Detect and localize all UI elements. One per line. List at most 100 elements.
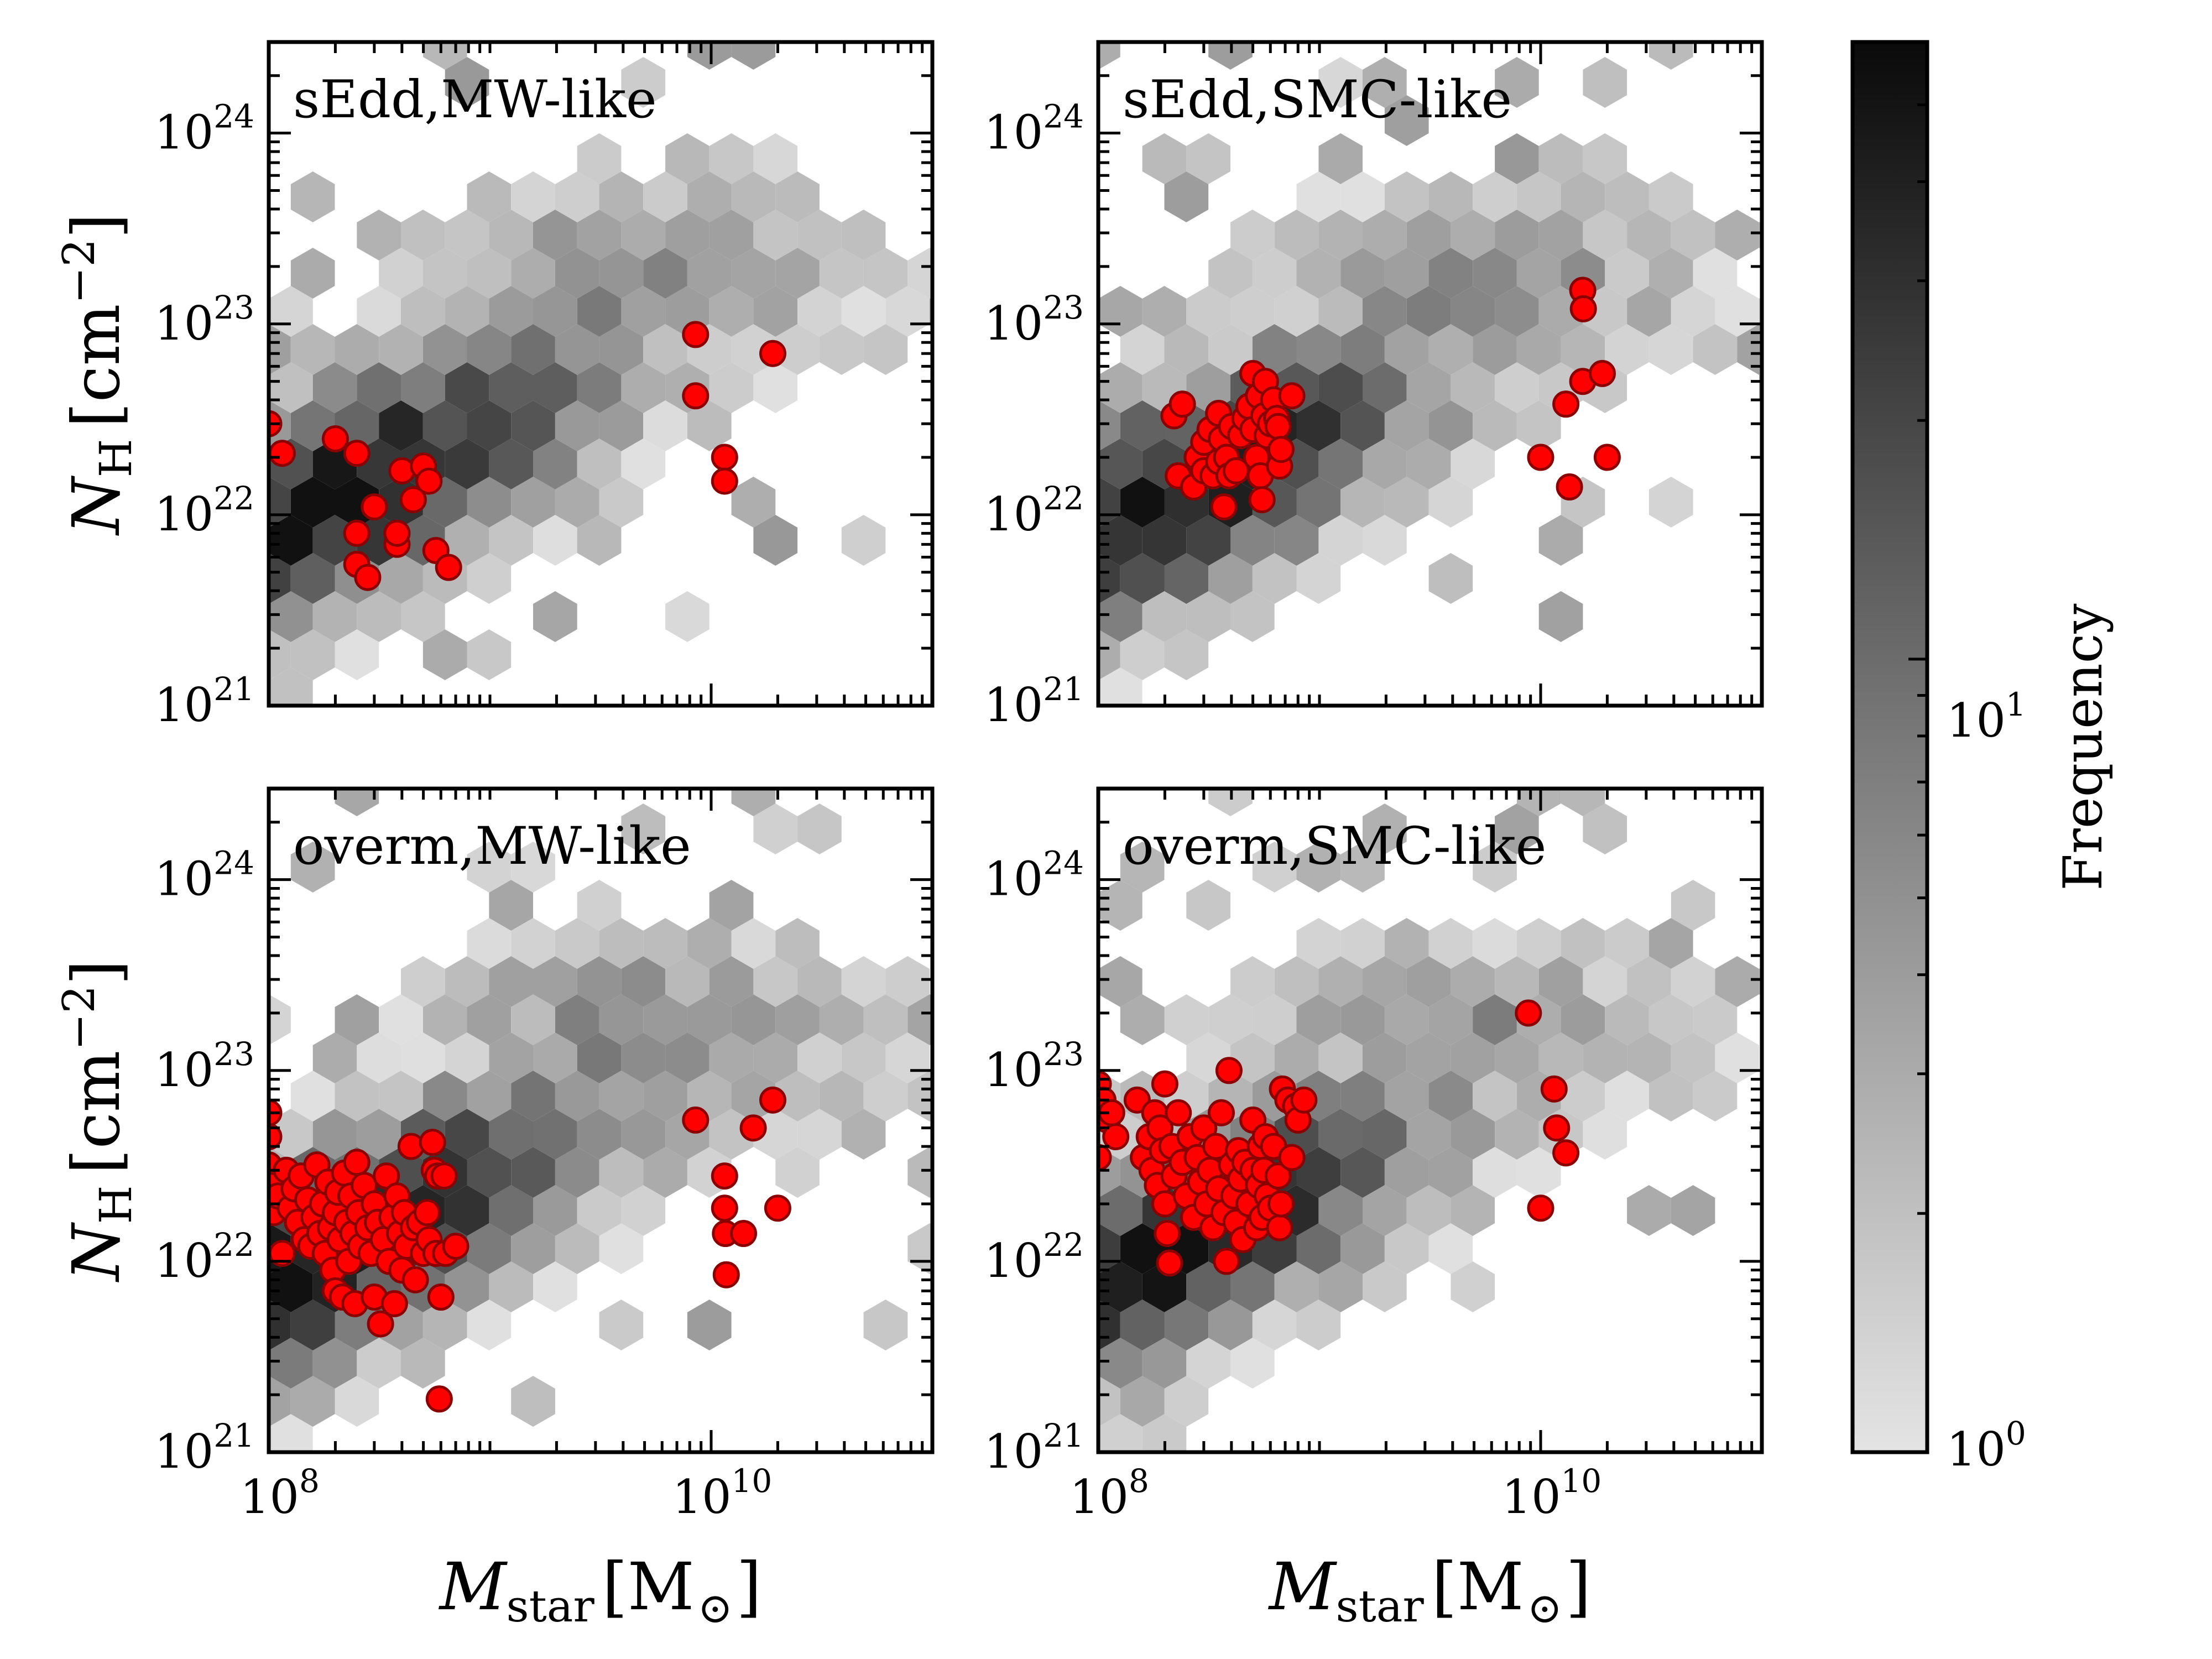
hexbin-cell <box>1671 1032 1715 1083</box>
hexbin-cell <box>1428 324 1473 375</box>
x-tick-label: 1010 <box>1502 1462 1602 1524</box>
hexbin-cell <box>775 324 820 375</box>
data-point <box>343 519 371 547</box>
data-point <box>442 1233 469 1260</box>
hexbin-cell <box>599 248 644 299</box>
hexbin-cell <box>1781 248 1825 299</box>
hexbin-cell <box>1648 994 1693 1045</box>
colorbar-tick-label-1e1: 101 <box>1947 686 2026 748</box>
hexbin-cell <box>1428 477 1473 528</box>
hexbin-cell <box>1583 1109 1627 1160</box>
data-point <box>380 1290 408 1317</box>
hexbin-cell <box>225 1109 269 1160</box>
hexbin-cell <box>1406 1109 1451 1160</box>
hexbin-cell <box>599 1300 644 1350</box>
hexbin-cell <box>841 1032 886 1083</box>
hexbin-cell <box>555 248 599 299</box>
hexbin-cell <box>357 1109 401 1160</box>
hexbin-cell <box>290 1071 335 1121</box>
hexbin-cell <box>467 1300 512 1350</box>
hexbin-cell <box>1363 1185 1407 1236</box>
hexbin-cell <box>1230 515 1275 566</box>
hexbin-cell <box>1340 171 1385 222</box>
hexbin-cell <box>445 210 489 260</box>
hexbin-cell <box>577 1109 622 1160</box>
hexbin-cell <box>1164 324 1209 375</box>
hexbin-cell <box>445 1032 489 1083</box>
data-point <box>1190 1114 1218 1142</box>
hexbin-cell <box>422 324 467 375</box>
hexbin-cell <box>1318 1032 1363 1083</box>
hexbin-cell <box>1318 210 1363 260</box>
hexbin-cell <box>1384 1147 1429 1198</box>
hexbin-cell <box>621 57 666 108</box>
hexbin-cell <box>445 286 489 337</box>
hexbin-cell <box>1098 1376 1120 1427</box>
hexbin-cell <box>1098 591 1142 642</box>
hexbin-cell <box>511 1071 555 1121</box>
y-tick-label: 1024 <box>154 844 254 906</box>
hexbin-cell <box>1098 400 1120 451</box>
hexbin-cell <box>555 1147 599 1198</box>
hexbin-cell <box>1032 171 1077 222</box>
hexbin-cell <box>533 362 577 413</box>
hexbin-cell <box>511 842 555 893</box>
y-axis-title-top: NH [cm−2] <box>53 213 142 536</box>
hexbin-cell <box>577 210 622 260</box>
hexbin-cell <box>665 591 709 642</box>
hexbin-cell <box>1737 324 1762 375</box>
hexbin-cell <box>1032 400 1077 451</box>
hexbin-cell <box>1098 1261 1142 1312</box>
hexbin-cell <box>1473 324 1517 375</box>
hexbin-cell <box>357 591 401 642</box>
hexbin-cell <box>422 400 467 451</box>
hexbin-cell <box>401 210 445 260</box>
hexbin-cell <box>1208 789 1253 816</box>
hexbin-cell <box>665 1032 709 1083</box>
hexbin-cell <box>467 324 512 375</box>
hexbin-cell <box>1120 629 1165 680</box>
hexbin-cell <box>489 362 533 413</box>
hexbin-cell <box>1605 918 1649 969</box>
hexbin-cell <box>1363 515 1407 566</box>
data-point <box>711 467 738 495</box>
hexbin-cell <box>1186 515 1230 566</box>
y-label-unit-close: ] <box>58 213 134 238</box>
hexbin-cell <box>1561 171 1605 222</box>
hexbin-cell <box>687 42 732 70</box>
hexbin-cell <box>1363 804 1407 854</box>
hexbin-cell <box>1473 1071 1517 1121</box>
hexbin-cell <box>1164 1300 1209 1350</box>
hexbin-cell <box>1605 324 1649 375</box>
hexbin-cell <box>1516 171 1561 222</box>
plot-frame <box>267 40 935 708</box>
hexbin-layer <box>203 789 932 1452</box>
hexbin-cell <box>1561 918 1605 969</box>
hexbin-cell <box>1252 553 1297 604</box>
hexbin-cell <box>489 515 533 566</box>
hexbin-cell <box>357 1338 401 1389</box>
data-point <box>1515 999 1542 1027</box>
hexbin-cell <box>290 477 335 528</box>
hexbin-cell <box>687 918 732 969</box>
hexbin-cell <box>753 210 798 260</box>
data-point <box>1593 444 1621 471</box>
hexbin-cell <box>335 789 379 816</box>
hexbin-cell <box>1340 994 1385 1045</box>
hexbin-cell <box>203 1147 247 1198</box>
hexbin-cell <box>1120 1223 1165 1274</box>
data-point <box>343 1149 371 1176</box>
hexbin-cell <box>1561 789 1605 816</box>
hexbin-cell <box>269 591 313 642</box>
hexbin-cell <box>203 400 247 451</box>
y-label-unit-exp: −2 <box>53 239 105 304</box>
hexbin-cell <box>930 297 932 326</box>
hexbin-cell <box>1561 1071 1605 1121</box>
hexbin-cell <box>335 1071 379 1121</box>
hexbin-cell <box>1230 1338 1275 1389</box>
y-label-sub: H <box>90 439 142 477</box>
hexbin-cell <box>290 842 335 893</box>
hexbin-cell <box>1252 324 1297 375</box>
hexbin-cell <box>1296 553 1341 604</box>
y-label-sub: H <box>90 1185 142 1224</box>
